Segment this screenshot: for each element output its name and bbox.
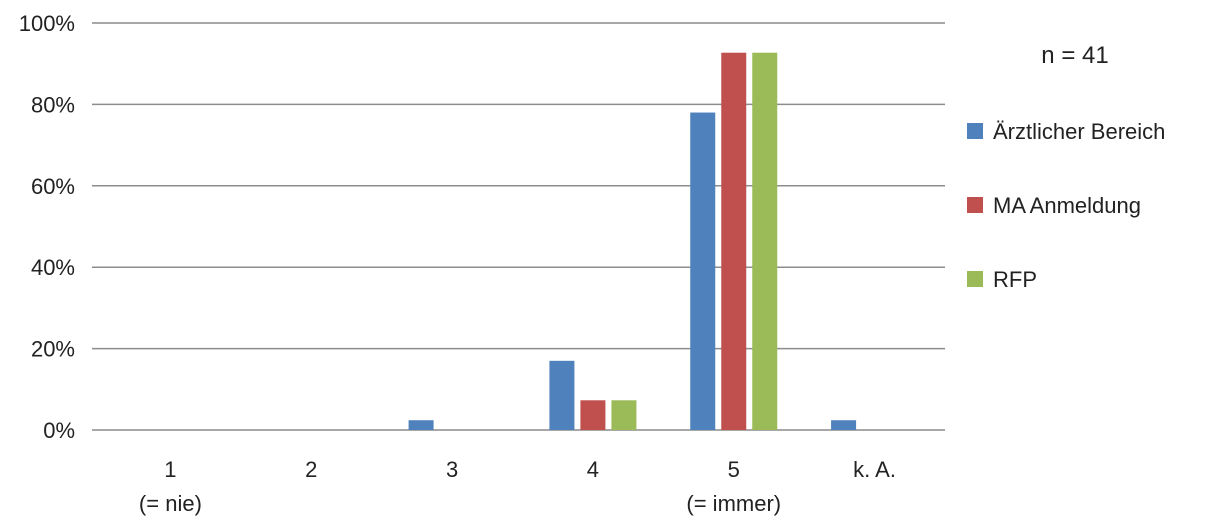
bar [831, 420, 857, 430]
x-tick-label: 2 [305, 457, 317, 482]
bar [752, 52, 778, 430]
y-tick-label: 40% [31, 255, 75, 280]
y-tick-label: 80% [31, 92, 75, 117]
legend-swatch [967, 271, 983, 287]
bar [408, 420, 434, 430]
x-tick-label: 3 [446, 457, 458, 482]
bar [611, 400, 637, 430]
bar [690, 112, 716, 430]
bars [408, 52, 857, 430]
x-tick-label: 4 [587, 457, 599, 482]
x-tick-sublabel: (= nie) [139, 491, 202, 516]
bar [721, 52, 747, 430]
bar [549, 360, 575, 430]
y-tick-label: 100% [19, 11, 75, 36]
sample-size-annotation: n = 41 [1041, 42, 1108, 69]
legend-swatch [967, 123, 983, 139]
legend-label: RFP [993, 267, 1037, 292]
x-axis-ticks: 1 (= nie) 2 3 4 5 (= immer) k. A. [139, 457, 896, 516]
x-tick-label: 5 [728, 457, 740, 482]
y-axis-ticks: 0% 20% 40% 60% 80% 100% [19, 11, 75, 443]
legend-label: MA Anmeldung [993, 193, 1141, 218]
y-tick-label: 20% [31, 337, 75, 362]
legend-swatch [967, 197, 983, 213]
x-tick-label: 1 [164, 457, 176, 482]
legend: Ärztlicher Bereich MA Anmeldung RFP [967, 119, 1165, 292]
x-tick-sublabel: (= immer) [686, 491, 781, 516]
bar [580, 400, 606, 430]
y-tick-label: 0% [43, 418, 75, 443]
gridlines [92, 22, 945, 431]
legend-label: Ärztlicher Bereich [993, 119, 1165, 144]
y-tick-label: 60% [31, 174, 75, 199]
x-tick-label: k. A. [853, 457, 896, 482]
